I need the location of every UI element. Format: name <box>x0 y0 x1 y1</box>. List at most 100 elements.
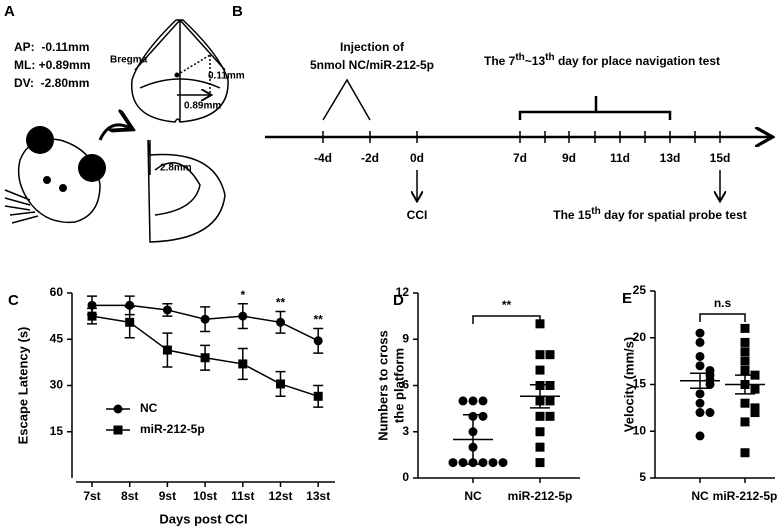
text: The 7 <box>484 54 516 68</box>
injection-marker <box>322 78 371 121</box>
day-label: 0d <box>410 151 424 165</box>
day-label: 15d <box>710 151 731 165</box>
day-label: 11d <box>610 151 630 165</box>
y-axis-label: Numbers to cross <box>375 330 390 441</box>
y-axis-label: the platform <box>391 348 406 423</box>
error-bar <box>690 372 710 389</box>
probe-label: The 15th day for spatial probe test <box>553 206 747 223</box>
day-label: 13d <box>660 151 681 165</box>
navigation-label: The 7th~13th day for place navigation te… <box>484 52 720 69</box>
point <box>162 305 172 315</box>
point <box>545 350 555 360</box>
significance: n.s <box>714 296 732 310</box>
y-tick-label: 6 <box>402 378 409 392</box>
point <box>545 396 555 406</box>
point <box>740 417 750 427</box>
point <box>695 351 705 361</box>
x-tick-label: 9st <box>159 489 176 503</box>
point <box>200 353 210 363</box>
point <box>545 381 555 390</box>
point <box>750 403 760 413</box>
point <box>695 431 705 441</box>
point <box>200 314 210 324</box>
injection-label: Injection of <box>340 40 405 54</box>
x-tick-label: miR-212-5p <box>508 489 573 503</box>
point <box>695 337 705 347</box>
point <box>535 458 545 468</box>
point <box>276 379 285 389</box>
sup: th <box>515 52 524 63</box>
y-axis-label: Escape Latency (s) <box>15 327 30 445</box>
point <box>238 359 248 369</box>
point <box>478 411 488 421</box>
significance-bracket <box>699 313 746 322</box>
panel-label: C <box>8 292 19 309</box>
injection-label: 5nmol NC/miR-212-5p <box>310 58 434 72</box>
sup: th <box>545 52 554 63</box>
point <box>125 317 135 327</box>
point <box>740 337 750 347</box>
point <box>740 323 750 333</box>
coronal-section <box>147 139 226 243</box>
significance: ** <box>314 313 324 327</box>
y-tick-label: 0 <box>402 470 409 484</box>
point <box>705 380 715 389</box>
day-label: -2d <box>361 151 379 165</box>
error-bar <box>463 414 483 465</box>
coordinate: ML: +0.89mm <box>14 58 90 72</box>
x-axis-label: Days post CCI <box>159 511 247 526</box>
text: ~13 <box>525 54 546 68</box>
navigation-bracket <box>518 96 672 120</box>
panel-label: B <box>232 3 243 20</box>
point <box>498 458 508 468</box>
day-label: 7d <box>513 151 527 165</box>
point <box>695 408 705 418</box>
x-tick-label: 10st <box>193 489 217 503</box>
point <box>478 458 488 468</box>
point <box>87 300 97 310</box>
x-tick-label: 8st <box>121 489 138 503</box>
x-tick-label: NC <box>691 489 709 503</box>
x-tick-label: 13st <box>306 489 330 503</box>
point <box>740 356 750 366</box>
coordinate: DV: -2.80mm <box>14 76 89 90</box>
panel-label: A <box>4 3 15 20</box>
point <box>695 389 705 399</box>
point <box>545 411 555 421</box>
ml-offset: 0.89mm <box>184 101 221 112</box>
significance: ** <box>502 298 512 312</box>
legend-label: miR-212-5p <box>140 422 205 436</box>
ap-offset: 0.11mm <box>208 71 245 82</box>
point <box>535 427 545 437</box>
day-label: 9d <box>562 151 576 165</box>
text: day for spatial probe test <box>601 208 747 222</box>
legend-marker <box>113 404 123 414</box>
point <box>695 398 705 408</box>
bregma-label: Bregma <box>110 55 148 66</box>
y-tick-label: 15 <box>633 377 647 391</box>
x-tick-label: 12st <box>268 489 292 503</box>
panel-label: E <box>622 290 632 307</box>
x-tick-label: 11st <box>231 489 254 503</box>
point <box>478 396 488 406</box>
cci-label: CCI <box>407 208 428 222</box>
significance: ** <box>276 296 286 310</box>
y-tick-label: 25 <box>633 283 647 297</box>
sup: th <box>591 206 600 217</box>
point <box>488 458 498 468</box>
text: The 15 <box>553 208 591 222</box>
point <box>705 408 715 418</box>
point <box>162 345 172 355</box>
error-bar <box>735 374 755 395</box>
y-tick-label: 45 <box>50 331 64 345</box>
x-tick-label: miR-212-5p <box>713 489 778 503</box>
point <box>750 384 760 394</box>
x-tick-label: NC <box>464 489 482 503</box>
text: day for place navigation test <box>555 54 720 68</box>
legend-marker <box>113 425 123 435</box>
significance: * <box>240 288 245 302</box>
y-axis-label: Velocity (mm/s) <box>621 337 636 432</box>
day-label: -4d <box>314 151 332 165</box>
point <box>535 365 545 375</box>
